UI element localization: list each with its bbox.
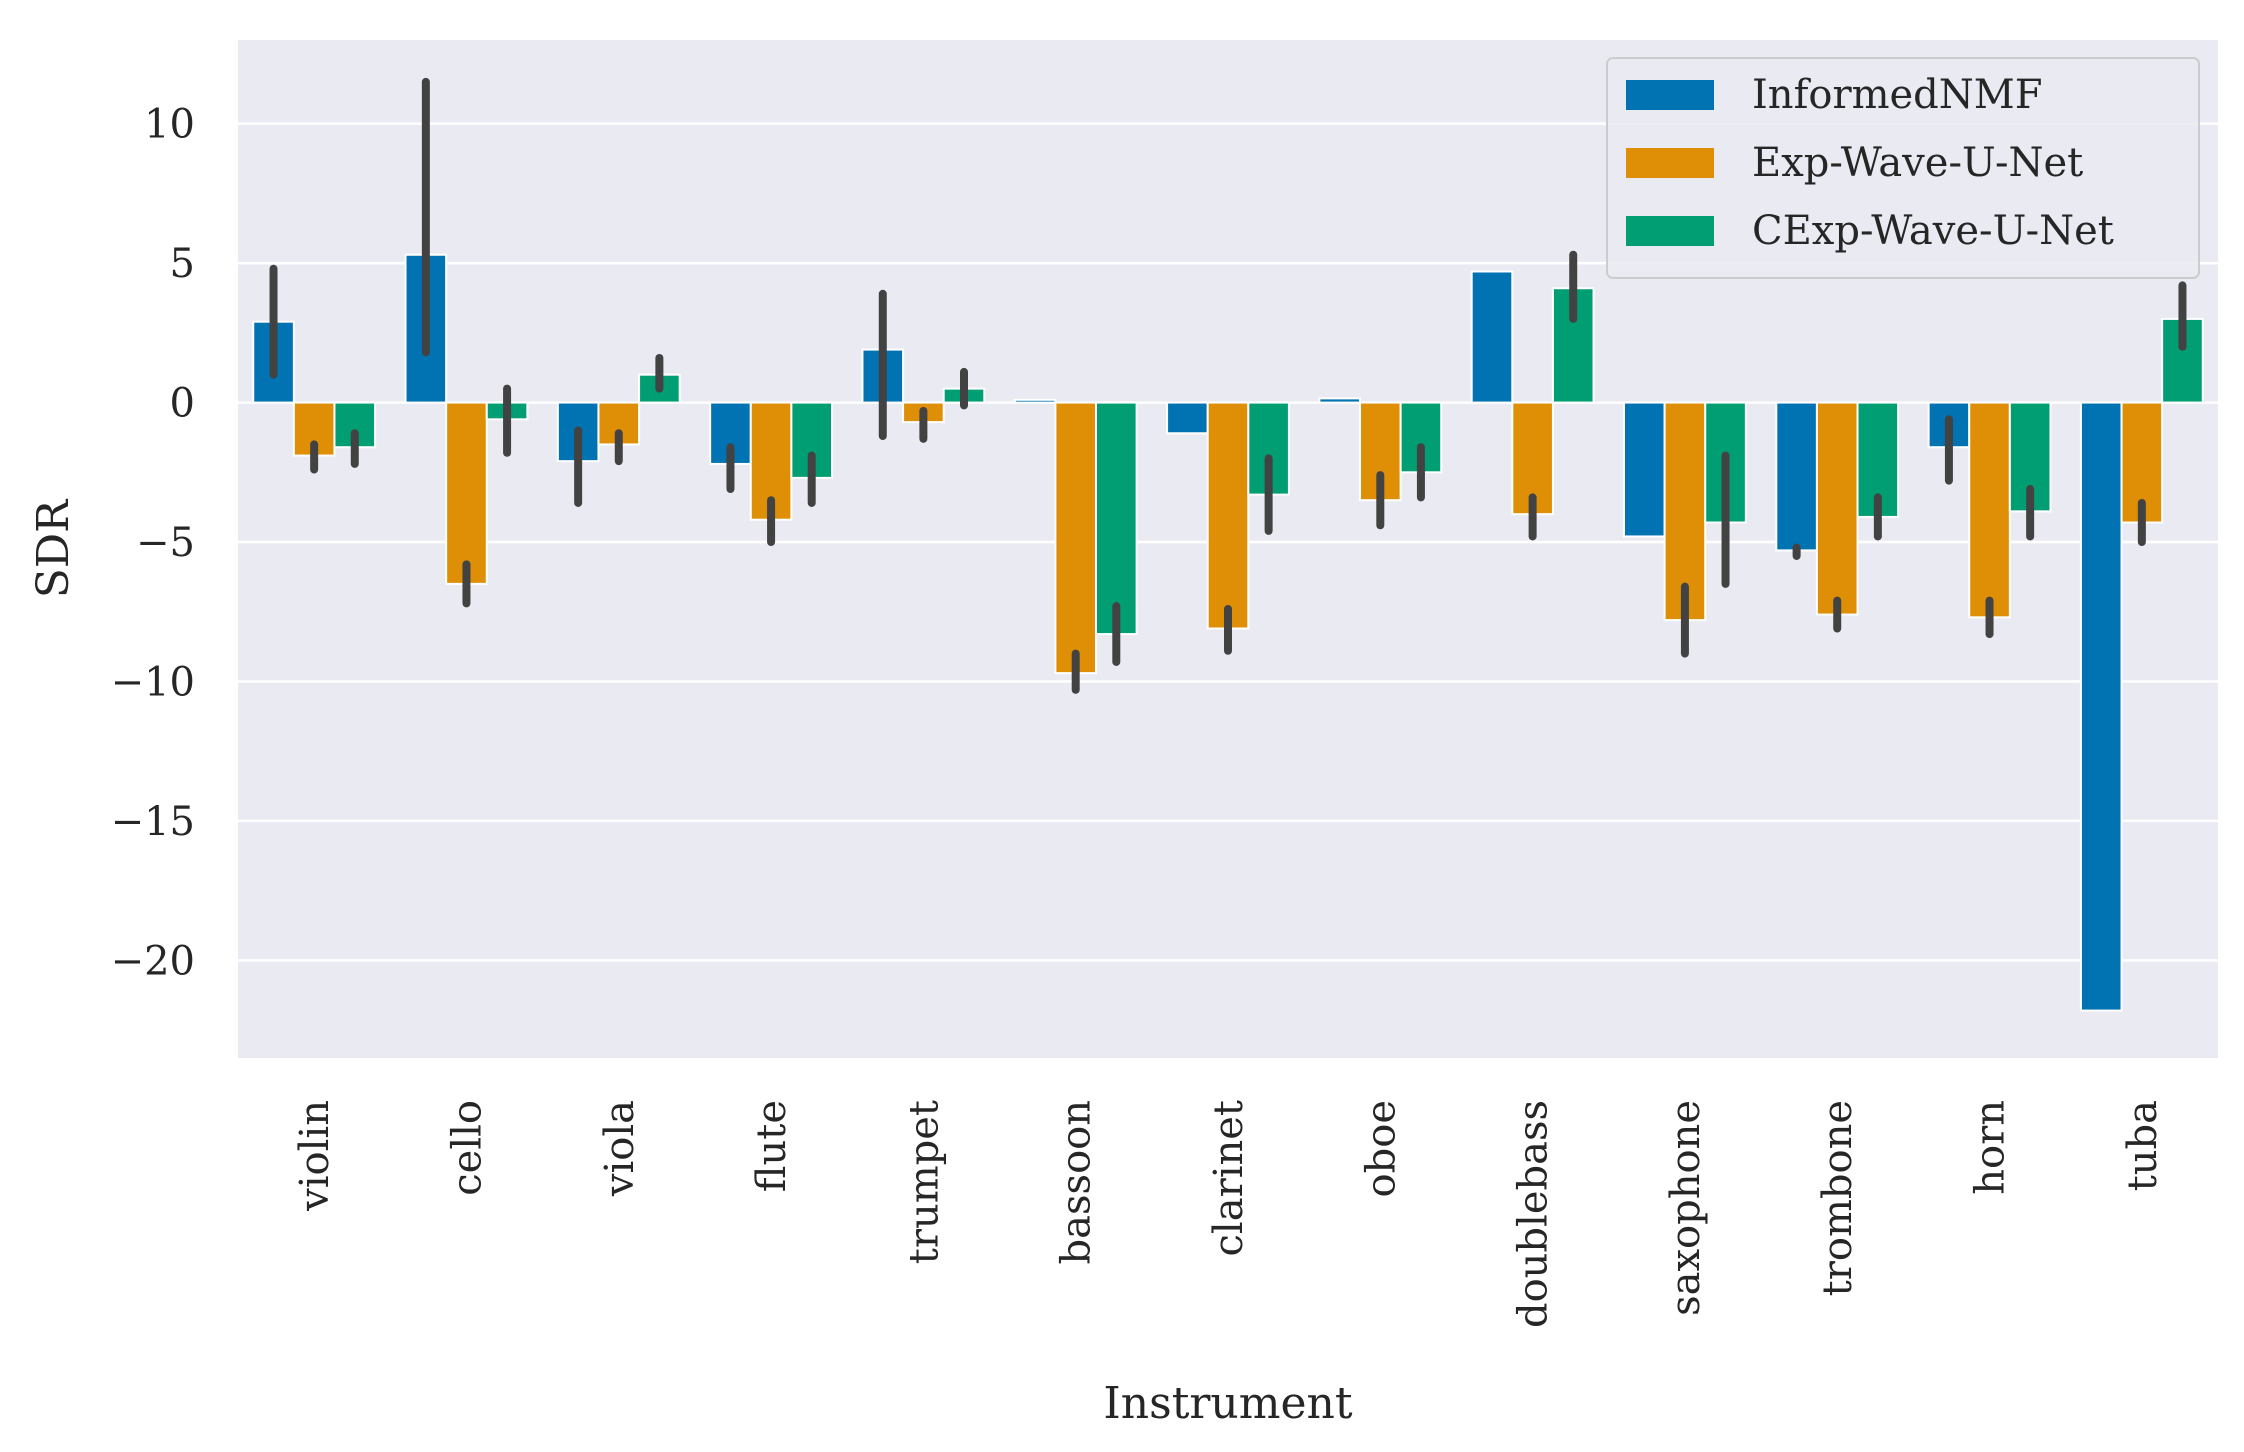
x-tick-label: horn [1968, 1100, 2014, 1195]
x-tick-label: doublebass [1511, 1100, 1557, 1328]
legend-swatch [1626, 80, 1714, 110]
bars [252, 253, 2204, 1012]
bar-saxophone-informednmf [1623, 401, 1666, 538]
x-tick-labels: violin cello viola flute trumpet bassoon clari… [292, 1100, 2166, 1328]
legend-frame [1606, 57, 2200, 279]
x-tick-label: tuba [2120, 1100, 2166, 1191]
y-tick-label: 5 [170, 241, 195, 287]
x-tick-label: cello [444, 1100, 490, 1196]
x-tick-label: bassoon [1054, 1100, 1100, 1264]
bar-trombone-exp-wave-u-net [1815, 401, 1859, 616]
y-tick-label: −10 [111, 659, 195, 705]
y-tick-label: −20 [111, 938, 195, 984]
bar-doublebass-informednmf [1470, 270, 1514, 404]
bar-violin-cexp-wave-u-net [333, 401, 377, 449]
x-tick-label: saxophone [1663, 1100, 1709, 1316]
y-tick-label: −15 [111, 799, 195, 845]
legend-label: InformedNMF [1752, 72, 2043, 118]
bar-cello-exp-wave-u-net [445, 401, 488, 585]
x-axis-label: Instrument [1103, 1378, 1352, 1429]
x-tick-label: oboe [1358, 1100, 1404, 1197]
y-tick-label: 10 [144, 102, 195, 148]
bar-horn-exp-wave-u-net [1968, 401, 2011, 619]
legend-swatch [1626, 216, 1714, 246]
x-tick-label: flute [749, 1100, 795, 1192]
x-tick-label: trombone [1815, 1100, 1861, 1296]
x-tick-label: clarinet [1206, 1100, 1252, 1256]
bar-oboe-informednmf [1318, 397, 1362, 404]
x-tick-label: viola [597, 1100, 643, 1197]
bar-bassoon-exp-wave-u-net [1054, 401, 1098, 675]
bar-clarinet-informednmf [1166, 401, 1209, 435]
legend-label: Exp-Wave-U-Net [1752, 140, 2083, 186]
y-axis-label: SDR [28, 498, 79, 598]
x-tick-label: violin [292, 1100, 338, 1212]
bar-bassoon-informednmf [1013, 398, 1057, 404]
y-tick-label: −5 [136, 520, 195, 566]
bar-tuba-informednmf [2079, 401, 2123, 1012]
bar-bassoon-cexp-wave-u-net [1095, 401, 1138, 636]
y-tick-labels: 10 5 0 −5 −10 −15 −20 [111, 102, 195, 985]
bar-trombone-informednmf [1775, 401, 1818, 552]
legend: InformedNMF Exp-Wave-U-Net CExp-Wave-U-Net [1606, 57, 2200, 279]
x-tick-label: trumpet [901, 1100, 947, 1264]
y-tick-label: 0 [170, 381, 195, 427]
legend-swatch [1626, 148, 1714, 178]
legend-label: CExp-Wave-U-Net [1752, 208, 2114, 254]
bar-clarinet-exp-wave-u-net [1206, 401, 1250, 630]
error-bars [269, 77, 2187, 694]
bar-flute-exp-wave-u-net [749, 401, 793, 521]
